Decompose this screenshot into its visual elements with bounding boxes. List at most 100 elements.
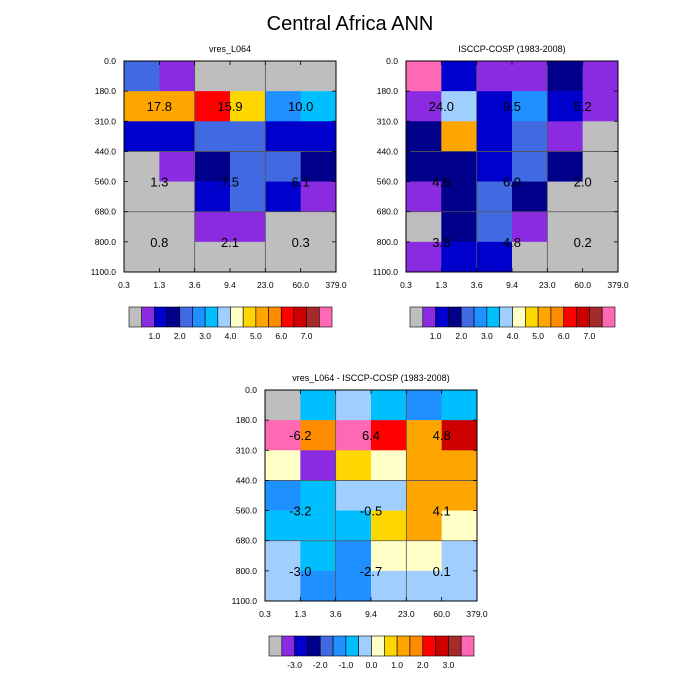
colorbar-swatch	[319, 635, 334, 657]
heatmap-cell	[441, 211, 477, 243]
heatmap-cell	[512, 61, 548, 92]
x-tick-label: 379.0	[607, 280, 629, 290]
x-tick-label: 0.3	[259, 609, 271, 619]
heatmap-cell	[194, 121, 231, 152]
heatmap-cell	[441, 241, 477, 273]
heatmap-cell	[441, 121, 477, 152]
colorbar-label: 1.0	[430, 331, 442, 341]
colorbar-swatch	[525, 306, 539, 328]
heatmap-cell	[582, 91, 619, 122]
y-tick-label: 440.0	[236, 475, 258, 485]
chart-panel-3: vres_L064 - ISCCP-COSP (1983-2008) -6.2 6.…	[232, 373, 488, 670]
colorbar-label: 3.0	[442, 660, 454, 670]
heatmap-cell	[406, 241, 442, 273]
heatmap-cell	[124, 151, 160, 182]
heatmap-cell	[159, 91, 195, 122]
heatmap-cell	[300, 510, 336, 542]
heatmap-cell	[547, 151, 583, 182]
colorbar-label: 7.0	[583, 331, 595, 341]
heatmap-cell	[547, 241, 583, 273]
colorbar-swatch	[460, 635, 475, 657]
heatmap-cell	[335, 480, 372, 511]
heatmap-cell	[159, 121, 195, 152]
colorbar-swatch	[294, 635, 308, 657]
heatmap-cell	[194, 181, 231, 213]
heatmap-cell	[124, 121, 160, 152]
colorbar-label: 3.0	[481, 331, 493, 341]
cell-value-label: -3.2	[289, 504, 311, 519]
heatmap-cell	[582, 61, 619, 92]
y-tick-label: 680.0	[236, 536, 258, 546]
heatmap-cell	[371, 480, 407, 511]
cell-value-label: 0.1	[433, 564, 451, 579]
cell-value-label: 17.8	[147, 99, 172, 114]
heatmap-cell	[265, 510, 301, 542]
heatmap-cell	[371, 450, 407, 481]
heatmap-cell	[371, 540, 407, 572]
colorbar-swatch	[268, 635, 283, 657]
cell-value-label: -6.2	[289, 428, 311, 443]
heatmap-cell	[512, 241, 548, 273]
heatmap-cell	[406, 420, 442, 451]
heatmap-cell	[441, 450, 478, 481]
heatmap-cell	[406, 151, 442, 182]
x-tick-label: 379.0	[325, 280, 347, 290]
heatmap-cell	[476, 241, 513, 273]
heatmap-cell	[335, 540, 372, 572]
colorbar-swatch	[448, 306, 462, 328]
y-tick-label: 440.0	[377, 146, 399, 156]
heatmap-cell	[300, 241, 337, 273]
cell-value-label: 10.0	[288, 99, 313, 114]
heatmap-cell	[300, 570, 336, 602]
cell-value-label: -3.0	[289, 564, 311, 579]
x-tick-label: 23.0	[257, 280, 274, 290]
colorbar-swatch	[268, 306, 282, 328]
colorbar-label: 5.0	[250, 331, 262, 341]
heatmap-cell	[335, 450, 372, 481]
colorbar-label: -3.0	[287, 660, 302, 670]
heatmap-cell	[124, 211, 160, 243]
colorbar-label: 2.0	[417, 660, 429, 670]
colorbar-swatch	[128, 306, 142, 328]
heatmap-cell	[124, 91, 160, 122]
heatmap-cell	[159, 181, 195, 213]
x-tick-label: 0.3	[400, 280, 412, 290]
colorbar-label: 4.0	[507, 331, 519, 341]
heatmap-cell	[476, 121, 513, 152]
heatmap-cell	[300, 151, 337, 182]
heatmap-cell	[300, 121, 337, 152]
x-tick-label: 3.6	[471, 280, 483, 290]
panel-title: vres_L064 - ISCCP-COSP (1983-2008)	[292, 373, 449, 383]
colorbar-swatch	[499, 306, 513, 328]
y-tick-label: 560.0	[95, 177, 117, 187]
heatmap-cell	[512, 151, 548, 182]
x-tick-label: 9.4	[506, 280, 518, 290]
heatmap-cell	[476, 91, 513, 122]
colorbar-swatch	[217, 306, 231, 328]
heatmap-cell	[300, 540, 336, 572]
cell-value-label: 24.0	[429, 99, 454, 114]
y-tick-label: 680.0	[95, 207, 117, 217]
colorbar-swatch	[550, 306, 565, 328]
cell-value-label: 4.8	[503, 235, 521, 250]
heatmap-cell	[406, 61, 442, 92]
heatmap-cell	[194, 61, 231, 92]
heatmap-cell	[547, 61, 583, 92]
colorbar-swatch	[166, 306, 181, 328]
heatmap-cell	[265, 121, 301, 152]
colorbar-swatch	[435, 635, 449, 657]
heatmap-cell	[406, 390, 442, 421]
heatmap-cell	[441, 510, 478, 542]
y-tick-label: 800.0	[377, 237, 399, 247]
colorbar-label: 7.0	[301, 331, 313, 341]
colorbar-label: 1.0	[148, 331, 160, 341]
colorbar-swatch	[601, 306, 616, 328]
heatmap-cell	[230, 151, 266, 182]
y-tick-label: 0.0	[104, 56, 116, 66]
heatmap-cell	[265, 450, 301, 481]
heatmap-cell	[547, 91, 583, 122]
x-tick-label: 0.3	[118, 280, 130, 290]
y-tick-label: 800.0	[95, 237, 117, 247]
x-tick-label: 3.6	[189, 280, 201, 290]
heatmap-cell	[406, 121, 442, 152]
